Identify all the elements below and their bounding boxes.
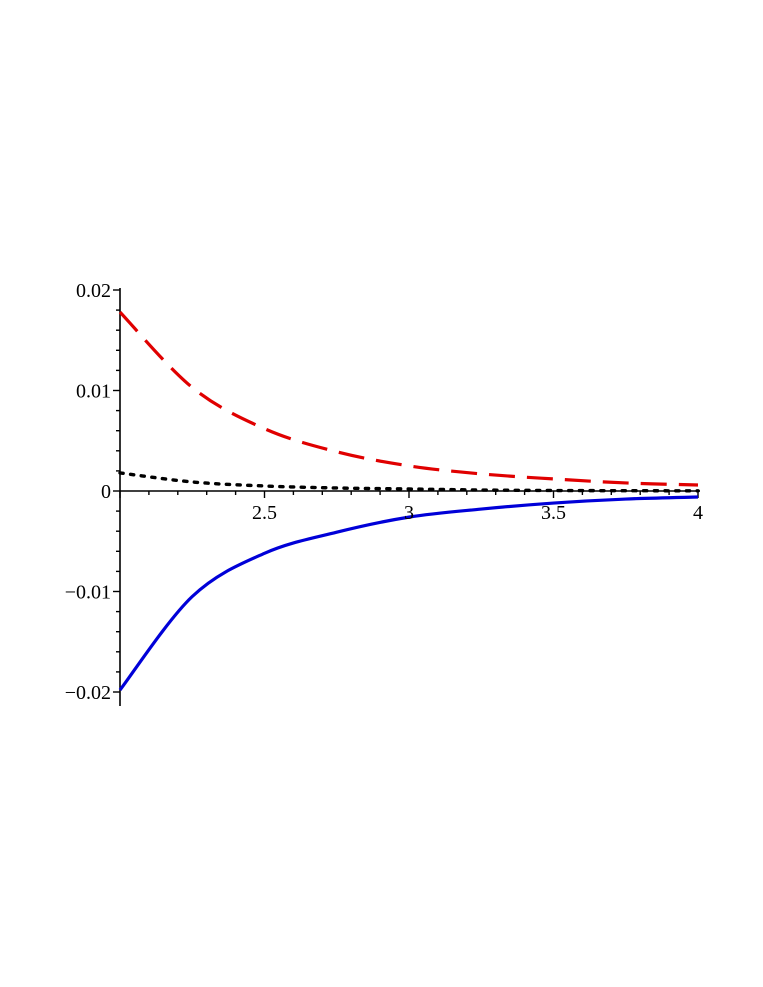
x-tick-label: 2.5 bbox=[252, 502, 277, 524]
series-line-dotted bbox=[118, 471, 700, 493]
series-layer bbox=[118, 311, 700, 691]
y-tick-label: −0.01 bbox=[65, 582, 111, 604]
y-tick-label: −0.02 bbox=[65, 682, 111, 704]
series-line-solid bbox=[118, 495, 699, 691]
y-tick-label: 0.01 bbox=[76, 381, 111, 403]
x-tick-label: 3.5 bbox=[541, 502, 566, 524]
y-tick-label: 0 bbox=[101, 481, 111, 503]
series-line-dashed bbox=[118, 311, 699, 487]
x-tick-label: 4 bbox=[693, 502, 703, 524]
axes bbox=[113, 288, 700, 706]
y-tick-label: 0.02 bbox=[76, 280, 111, 302]
tick-labels: 0.02 0.01 0 −0.01 −0.02 2.5 3 3.5 4 bbox=[65, 280, 703, 704]
x-tick-label: 3 bbox=[404, 502, 414, 524]
